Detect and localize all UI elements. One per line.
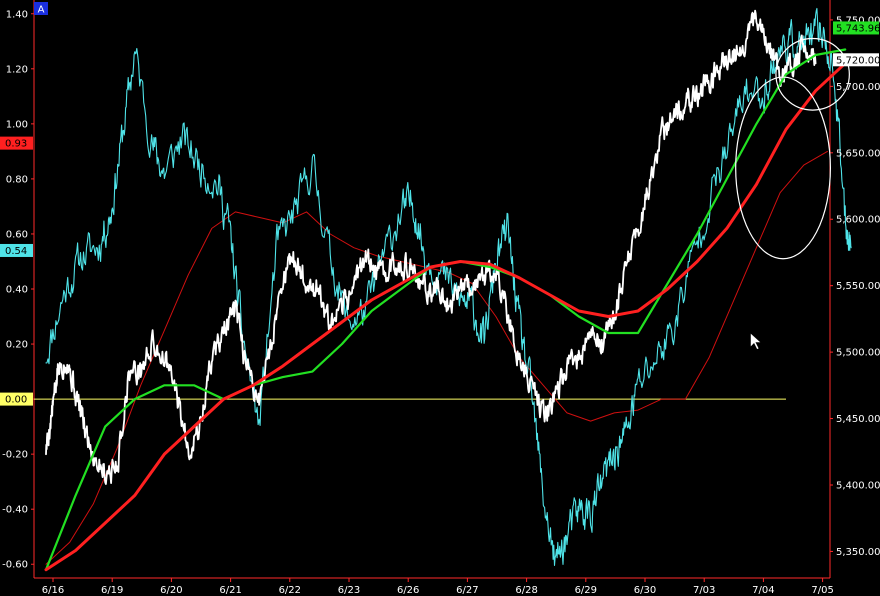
- x-tick-label: 6/30: [634, 585, 656, 596]
- value-badge-layer: 0.93 0.54 0.00 5,743.96 5,720.00: [0, 21, 880, 406]
- right-tick-label: 5,400.00: [836, 480, 880, 491]
- left-tick-label: -0.60: [2, 560, 28, 571]
- annotation-layer: [735, 37, 850, 350]
- left-tick-label: 1.20: [6, 64, 28, 75]
- right-tick-label: 5,350.00: [836, 547, 880, 558]
- x-tick-label: 6/20: [160, 585, 182, 596]
- right-value-badge: [833, 53, 879, 67]
- x-tick-label: 6/21: [219, 585, 241, 596]
- panel-label[interactable]: A: [34, 2, 48, 16]
- series-line-red: [44, 61, 847, 572]
- axis-frame: [31, 0, 833, 582]
- x-tick-label: 6/27: [456, 585, 478, 596]
- series-layer: [44, 7, 852, 572]
- right-tick-label: 5,550.00: [836, 281, 880, 292]
- x-tick-label: 6/26: [397, 585, 419, 596]
- annotation-ellipse: [775, 37, 850, 111]
- panel-label-box[interactable]: [34, 2, 48, 15]
- left-tick-label: 0.20: [6, 340, 28, 351]
- x-tick-label: 6/29: [575, 585, 597, 596]
- series-line-cyan: [45, 7, 852, 566]
- annotation-ellipse: [735, 76, 831, 260]
- left-value-badge: [0, 136, 33, 150]
- left-tick-label: 0.40: [6, 285, 28, 296]
- series-line-white: [45, 9, 817, 485]
- mouse-cursor-icon: [750, 332, 762, 350]
- x-tick-label: 6/22: [279, 585, 301, 596]
- series-line-redthin: [45, 150, 828, 565]
- right-tick-label: 5,500.00: [836, 348, 880, 359]
- left-tick-label: 0.80: [6, 174, 28, 185]
- right-tick-label: 5,600.00: [836, 215, 880, 226]
- right-tick-label: 5,450.00: [836, 414, 880, 425]
- left-tick-label: -0.20: [2, 450, 28, 461]
- left-value-badge: [0, 243, 33, 257]
- right-tick-label: 5,750.00: [836, 15, 880, 26]
- right-value-badge: [833, 21, 879, 35]
- left-value-badge-text: 0.54: [5, 246, 27, 257]
- x-tick-label: 6/28: [515, 585, 537, 596]
- panel-label-text[interactable]: A: [38, 5, 45, 16]
- x-tick-label: 7/03: [693, 585, 715, 596]
- left-tick-label: -0.40: [2, 505, 28, 516]
- right-value-badge-text: 5,743.96: [836, 23, 880, 34]
- x-tick-label: 6/16: [42, 585, 64, 596]
- x-tick-label: 7/05: [811, 585, 833, 596]
- left-tick-label: 1.00: [6, 119, 28, 130]
- tick-label-layer: 1.40 1.20 1.00 0.80 0.60 0.40 0.20 0.00 -0.20 -0.…: [2, 9, 880, 596]
- x-tick-label: 6/19: [101, 585, 123, 596]
- right-value-badge-text: 5,720.00: [836, 55, 880, 66]
- left-value-badge: [0, 392, 33, 406]
- x-tick-label: 6/23: [338, 585, 360, 596]
- right-tick-label: 5,700.00: [836, 82, 880, 93]
- left-value-badge-text: 0.00: [5, 395, 27, 406]
- left-tick-label: 1.40: [6, 9, 28, 20]
- left-value-badge-text: 0.93: [5, 139, 27, 150]
- x-tick-label: 7/04: [752, 585, 774, 596]
- left-tick-label: 0.60: [6, 229, 28, 240]
- right-tick-label: 5,650.00: [836, 148, 880, 159]
